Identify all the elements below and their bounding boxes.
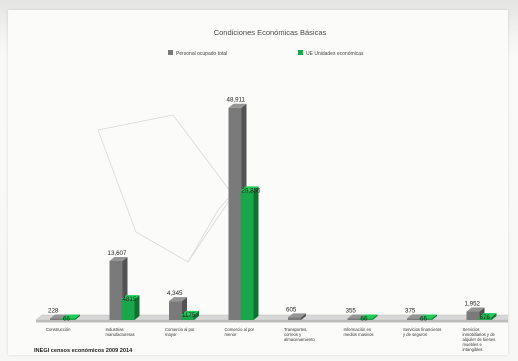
bar-personal-1-top — [109, 256, 128, 261]
bar-ue-6-front — [419, 318, 432, 320]
bar-ue-1-front — [121, 299, 135, 320]
category-label-4: Transportes, correos y almacenamiento — [284, 327, 315, 342]
legend-swatch-personal — [168, 50, 173, 55]
value-label-personal-6: 375 — [405, 307, 416, 314]
category-label-2: Comercio al por mayor — [165, 327, 195, 337]
bar-personal-3-front — [228, 107, 242, 320]
bar-ue-2 — [181, 310, 199, 320]
bar-ue-7-side — [491, 313, 497, 320]
bar-ue-5 — [359, 314, 378, 320]
category-labels-group: Construcción Industrias manufactureras Come… — [46, 327, 496, 352]
value-label-ue-5: 66 — [361, 316, 368, 323]
value-label-personal-7: 1,952 — [465, 301, 481, 308]
chart-legend: Personal ocupado total UE Unidades econó… — [168, 50, 364, 57]
bar-ue-3-front — [240, 190, 254, 320]
bar-ue-0-side — [75, 314, 80, 320]
category-label-6: Servicios financieros y de seguros — [403, 327, 441, 337]
category-label-3: Comercio al por menor — [225, 327, 255, 337]
category-label-7: Servicios inmobiliarios y de alquiler de b… — [463, 327, 496, 352]
bar-ue-5-top — [359, 314, 378, 319]
chart-title: Condiciones Económicas Básicas — [214, 28, 327, 37]
bar-ue-2-top — [181, 310, 199, 315]
bar-ue-7-top — [478, 313, 497, 318]
bar-personal-7-front — [466, 311, 480, 320]
category-label-5: Información en medios masivos — [344, 327, 374, 337]
bar-chart: Condiciones Económicas Básicas Personal … — [34, 28, 508, 354]
value-label-personal-3: 48,911 — [227, 97, 246, 104]
source-note: INEGI censos económicos 2009 2014 — [34, 348, 133, 354]
bar-personal-5-front — [347, 318, 361, 320]
bar-personal-0-front — [50, 318, 63, 320]
bar-ue-5-front — [359, 318, 373, 320]
legend-swatch-ue — [298, 50, 303, 55]
bar-ue-2-side — [194, 310, 199, 320]
value-label-personal-1: 13,607 — [108, 250, 127, 257]
bar-ue-3 — [240, 186, 259, 320]
bar-personal-6-front — [407, 318, 420, 320]
legend-label-ue: UE Unidades económicas — [306, 51, 364, 57]
bar-ue-3-side — [253, 186, 259, 320]
value-label-ue-1: 4815 — [123, 296, 137, 303]
bar-personal-4-front — [288, 317, 301, 320]
value-label-personal-2: 4,345 — [167, 290, 183, 297]
category-label-0: Construcción — [46, 327, 71, 332]
bar-ue-6-side — [432, 314, 437, 320]
bar-personal-4-top — [288, 313, 306, 318]
bar-personal-4-side — [301, 313, 306, 320]
value-label-ue-3: 29,856 — [242, 187, 261, 194]
bar-ue-0-top — [62, 314, 80, 319]
category-label-1: Industrias manufactureras — [106, 327, 135, 337]
bar-personal-4 — [288, 313, 306, 320]
bar-ue-0-front — [62, 318, 75, 320]
bars-group — [50, 103, 497, 320]
floor-top — [35, 314, 508, 321]
chart-floor — [35, 314, 508, 323]
value-label-personal-4: 605 — [286, 306, 297, 313]
chart-card: Condiciones Económicas Básicas Personal … — [8, 10, 508, 355]
value-label-ue-6: 66 — [420, 316, 427, 323]
bar-ue-2-front — [181, 314, 194, 320]
bar-ue-3-top — [240, 186, 259, 191]
bar-personal-2-front — [169, 301, 182, 320]
value-label-ue-2: 1175 — [182, 312, 196, 319]
bar-personal-7-top — [466, 307, 485, 312]
bar-ue-1 — [121, 295, 140, 320]
bar-ue-6-top — [419, 314, 437, 319]
bar-ue-7-front — [478, 317, 492, 320]
value-label-ue-0: 66 — [63, 316, 70, 323]
value-labels-group: 228 66 13,607 4815 4,345 1175 48,911 29,856 605 3… — [48, 97, 490, 323]
value-label-personal-5: 355 — [346, 307, 357, 314]
floor-front — [36, 320, 508, 323]
bar-personal-2-top — [169, 297, 187, 302]
bar-ue-7 — [478, 313, 497, 320]
value-label-personal-0: 228 — [48, 308, 59, 315]
bar-personal-3-top — [228, 103, 247, 108]
bar-ue-0 — [62, 314, 80, 320]
bar-ue-1-top — [121, 295, 140, 300]
bar-personal-1-front — [109, 260, 123, 320]
value-label-ue-7: 676 — [480, 314, 491, 321]
legend-label-personal: Personal ocupado total — [176, 51, 227, 57]
bar-ue-5-side — [372, 314, 378, 320]
background-outline-decoration — [97, 114, 241, 263]
bar-ue-6 — [419, 314, 437, 320]
bar-ue-1-side — [134, 295, 140, 320]
